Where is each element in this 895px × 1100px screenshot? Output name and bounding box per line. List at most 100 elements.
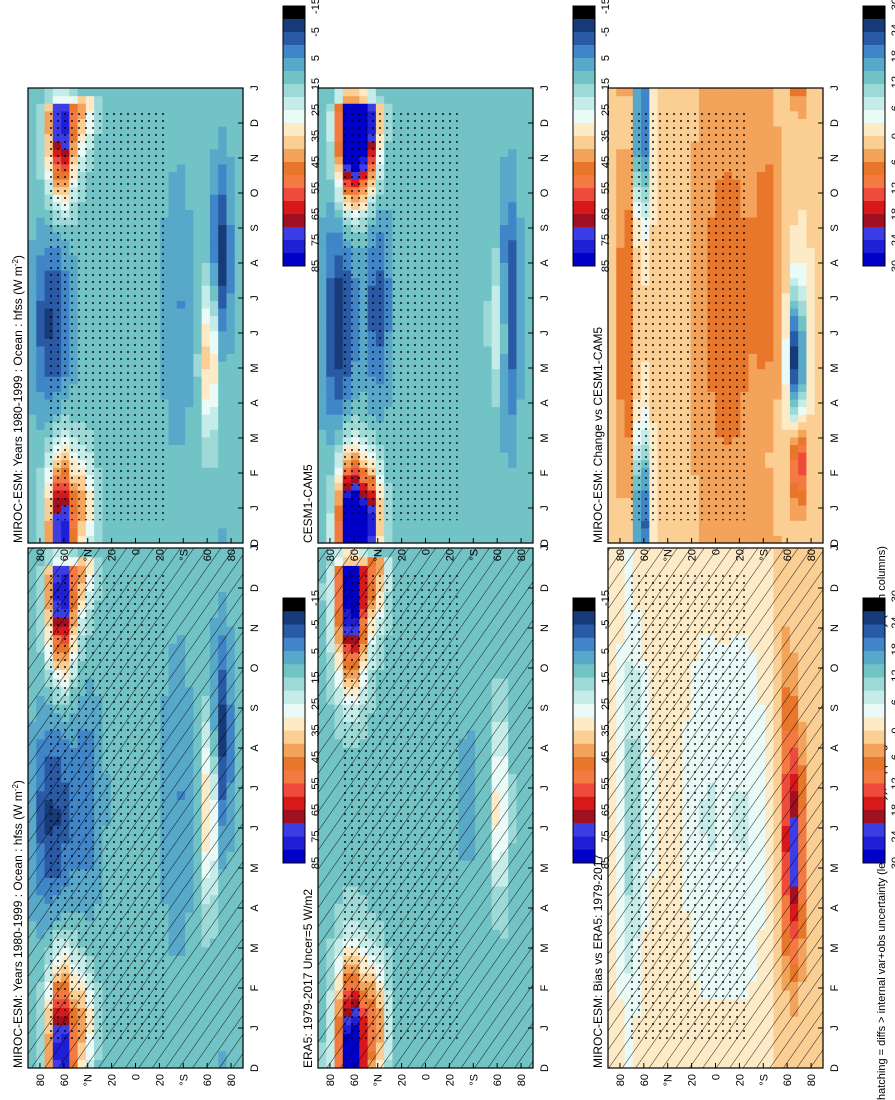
field-cell <box>36 103 46 112</box>
field-cell <box>28 224 37 233</box>
field-cell <box>209 391 219 400</box>
field-cell <box>118 95 128 104</box>
lat-tick-label: 80 <box>35 549 47 561</box>
field-cell <box>28 239 37 248</box>
field-cell <box>52 88 62 97</box>
field-cell <box>193 391 203 400</box>
field-cell <box>209 141 219 150</box>
field-cell <box>226 436 236 446</box>
field-cell <box>28 232 37 241</box>
field-cell <box>193 270 203 279</box>
field-cell <box>201 368 211 377</box>
field-cell <box>77 88 87 97</box>
field-cell <box>185 292 194 301</box>
field-cell <box>193 436 203 446</box>
field-cell <box>36 323 46 332</box>
field-cell <box>193 110 203 119</box>
field-cell <box>44 535 54 544</box>
field-cell <box>226 444 236 453</box>
field-cell <box>326 156 336 165</box>
field-cell <box>28 133 37 142</box>
field-cell <box>201 452 211 461</box>
field-cell <box>176 330 186 339</box>
month-tick-label: J <box>539 1025 551 1031</box>
field-cell <box>44 398 54 408</box>
field-cell <box>143 95 153 104</box>
field-cell <box>234 459 244 468</box>
month-tick-label: O <box>249 663 261 672</box>
field-cell <box>318 338 327 347</box>
field-cell <box>226 133 236 142</box>
field-cell <box>44 277 54 286</box>
panel-p2: 80 60 °N 20 0 20 °S 60 80DJFMAMJJASONDJMIROC-ESM… <box>11 85 261 561</box>
field-cell <box>201 436 211 446</box>
field-cell <box>185 505 194 514</box>
field-cell <box>209 467 219 476</box>
field-cell <box>193 148 203 157</box>
field-cell <box>168 512 178 521</box>
field-cell <box>209 133 219 142</box>
field-cell <box>234 95 244 104</box>
field-cell <box>168 300 178 309</box>
field-cell <box>193 497 203 506</box>
field-cell <box>185 148 194 157</box>
field-cell <box>185 216 194 226</box>
field-cell <box>168 527 178 537</box>
field-cell <box>226 429 236 438</box>
field-cell <box>28 383 37 392</box>
field-cell <box>226 186 236 195</box>
field-cell <box>209 216 219 226</box>
field-cell <box>176 527 186 537</box>
field-cell <box>36 201 46 210</box>
field-cell <box>36 224 46 233</box>
field-cell <box>326 421 336 430</box>
field-cell <box>234 148 244 157</box>
field-cell <box>193 474 203 483</box>
field-cell <box>52 520 62 529</box>
field-cell <box>44 186 54 195</box>
field-cell <box>44 125 54 135</box>
month-tick-label: N <box>539 624 551 632</box>
field-cell <box>193 505 203 514</box>
field-cell <box>234 141 244 150</box>
field-cell <box>226 254 236 264</box>
field-cell <box>234 452 244 461</box>
month-tick-label: D <box>249 584 261 592</box>
field-cell <box>201 535 211 544</box>
field-cell <box>326 376 336 385</box>
field-cell <box>209 148 219 157</box>
field-cell <box>152 95 161 104</box>
field-cell <box>209 163 219 173</box>
field-cell <box>44 232 54 241</box>
field-cell <box>193 406 203 415</box>
field-cell <box>36 118 46 127</box>
field-cell <box>326 527 336 537</box>
field-cell <box>176 512 186 521</box>
field-cell <box>218 459 228 468</box>
field-cell <box>102 88 112 97</box>
field-cell <box>168 436 178 446</box>
field-cell <box>185 201 194 210</box>
field-cell <box>226 467 236 476</box>
field-cell <box>326 307 336 317</box>
field-cell <box>135 527 145 537</box>
field-cell <box>28 467 37 476</box>
field-cell <box>185 186 194 195</box>
field-cell <box>209 345 219 355</box>
field-cell <box>326 368 336 377</box>
field-cell <box>28 398 37 408</box>
field-cell <box>326 292 336 301</box>
field-cell <box>193 368 203 377</box>
field-cell <box>185 323 194 332</box>
field-cell <box>176 482 186 491</box>
field-cell <box>218 95 228 104</box>
field-cell <box>226 307 236 317</box>
field-cell <box>226 148 236 157</box>
field-cell <box>318 194 327 203</box>
panel-title: ERA5: 1979-2017 Uncer=5 W/m2 <box>301 889 315 1068</box>
field-cell <box>218 527 228 537</box>
field-cell <box>218 141 228 150</box>
field-cell <box>168 209 178 218</box>
field-cell <box>226 398 236 408</box>
field-cell <box>234 414 244 423</box>
